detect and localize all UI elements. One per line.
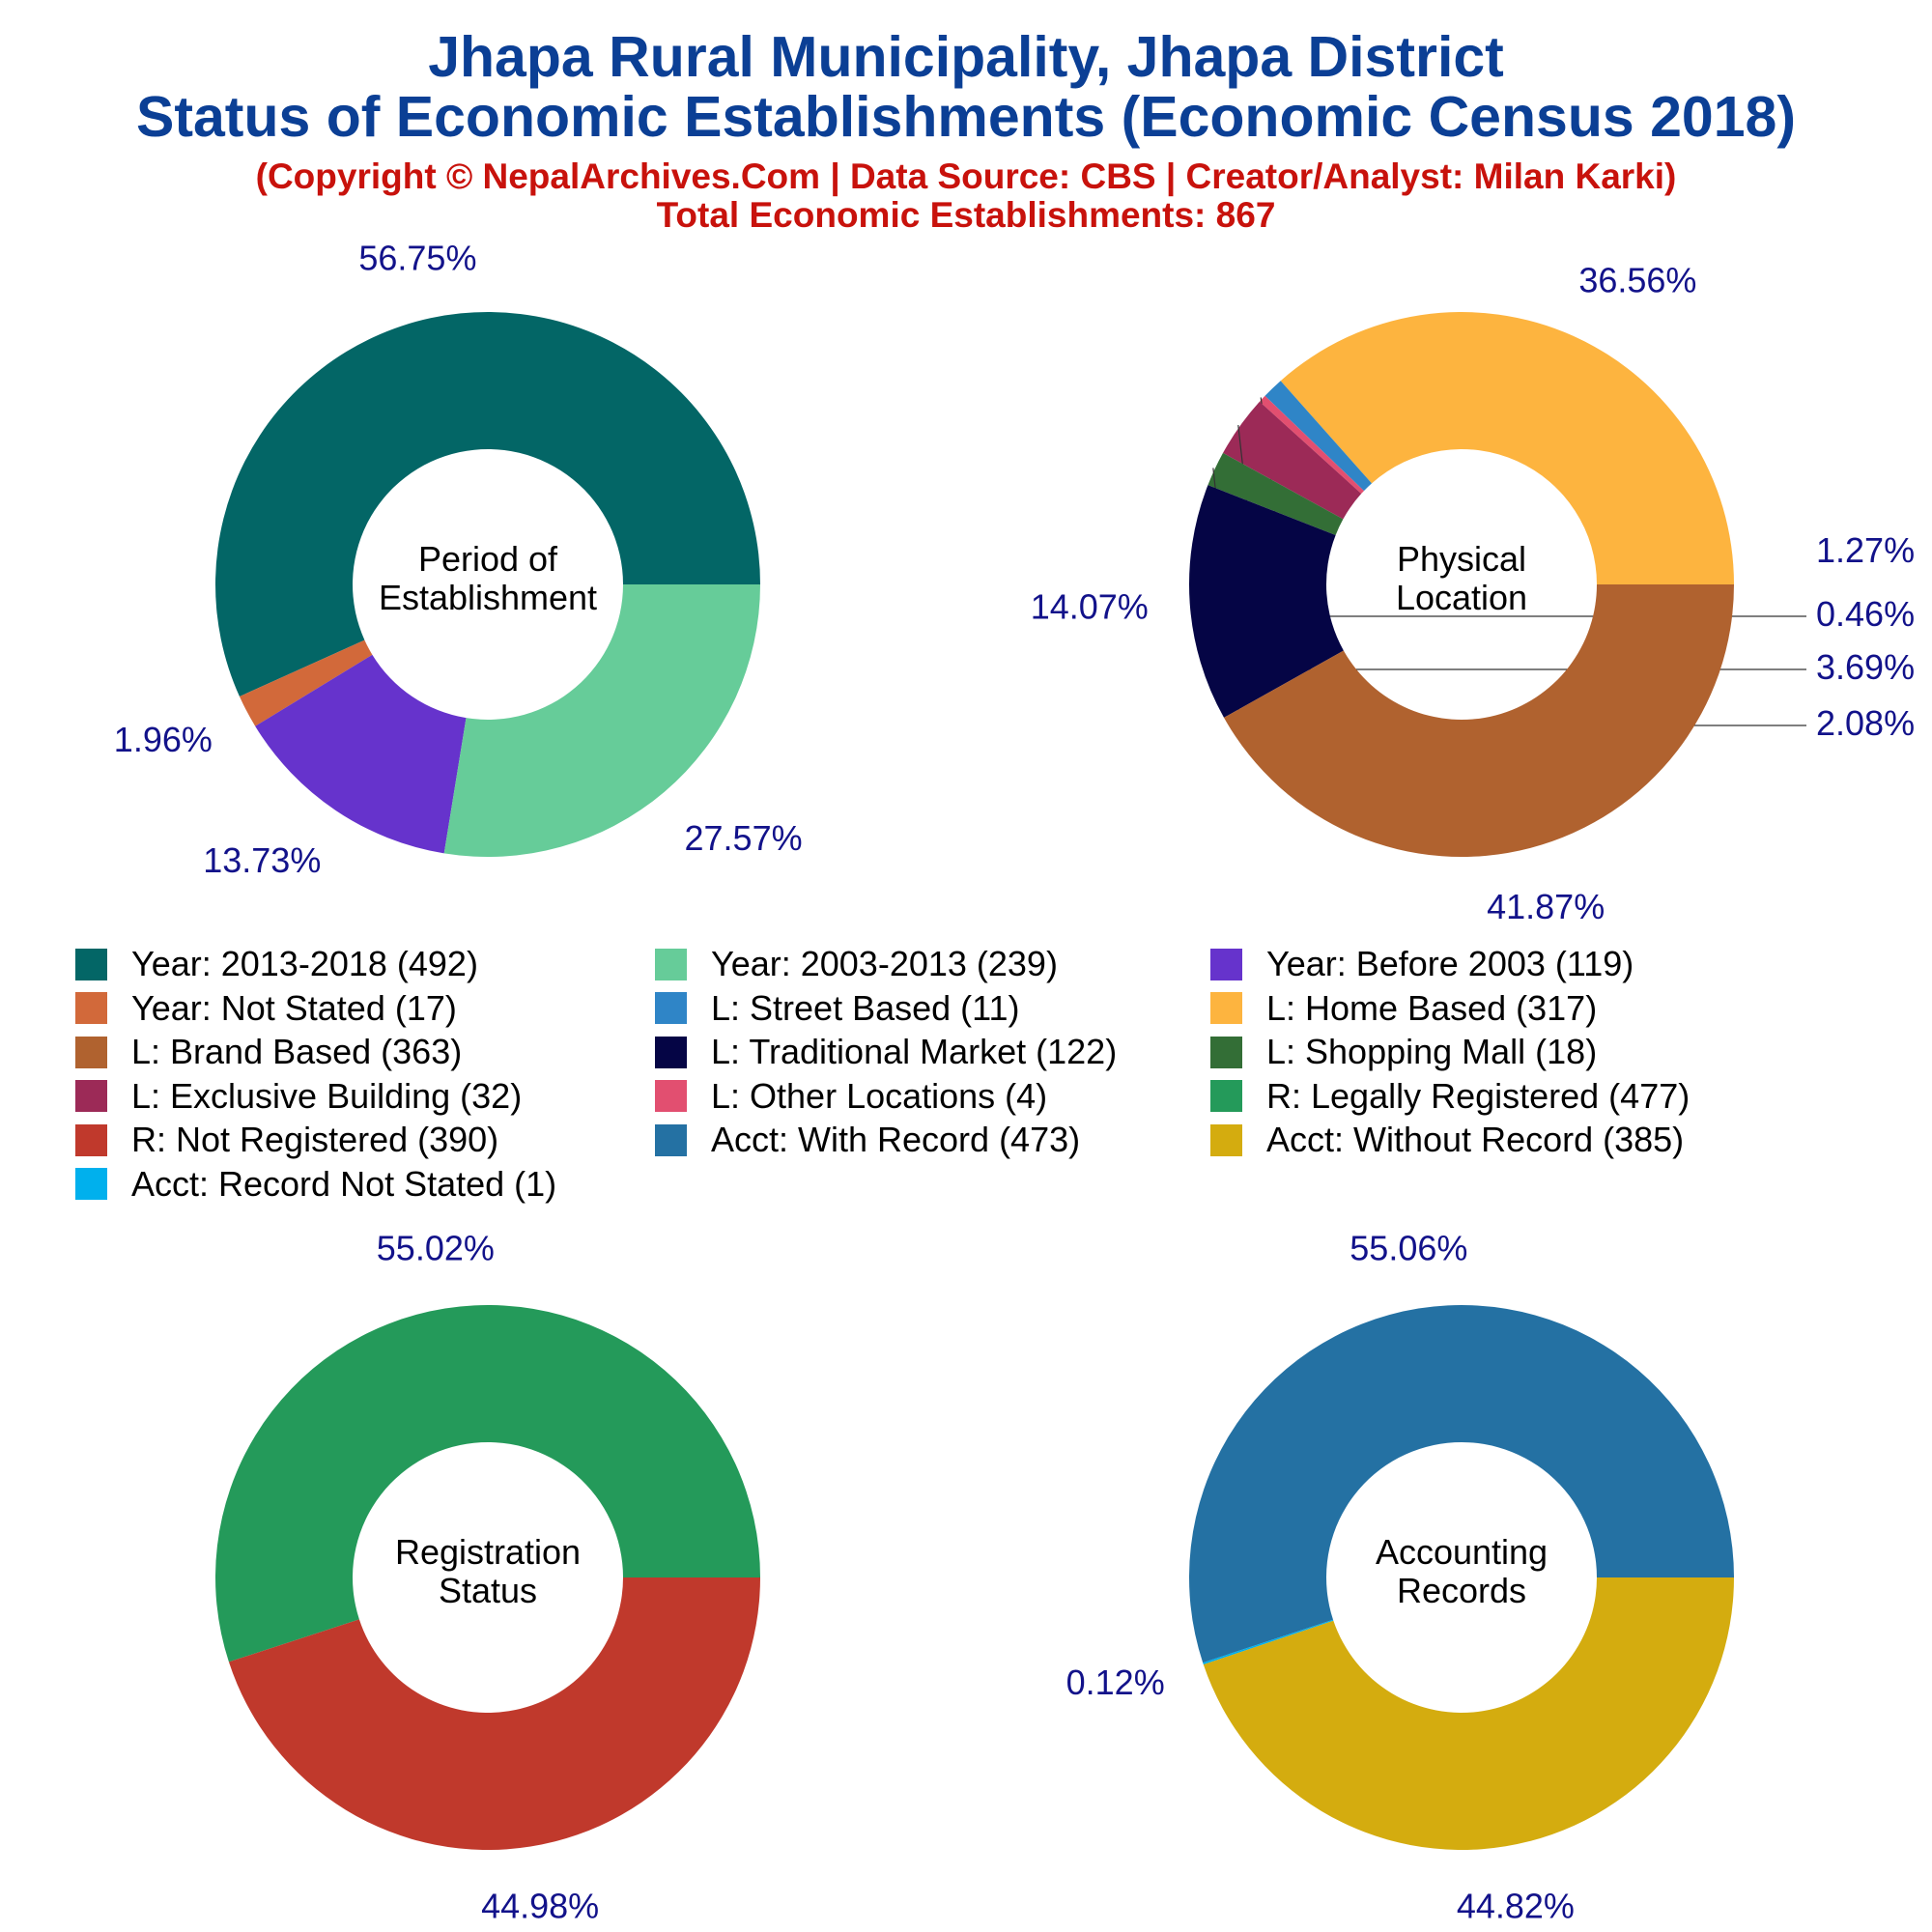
legend-swatch [1210, 992, 1242, 1024]
pie-slice [1223, 401, 1362, 520]
center-label: Physical [1397, 539, 1526, 579]
chart-title-line-2: Status of Economic Establishments (Econo… [135, 85, 1796, 149]
legend-item: L: Other Locations (4) [655, 1074, 1047, 1119]
percent-label: 14.07% [1031, 587, 1149, 627]
legend-swatch [1210, 1080, 1242, 1112]
pie-slice [1203, 1619, 1334, 1665]
percent-label: 27.57% [685, 818, 803, 858]
pie-slice [443, 584, 760, 857]
legend-item: L: Shopping Mall (18) [1210, 1030, 1597, 1074]
legend-label: Acct: With Record (473) [711, 1120, 1081, 1159]
legend-item: R: Not Registered (390) [75, 1118, 498, 1162]
legend-label: Acct: Without Record (385) [1266, 1120, 1685, 1159]
percent-label: 0.12% [1066, 1662, 1165, 1702]
pie-slice [1264, 381, 1373, 492]
legend-label: R: Legally Registered (477) [1266, 1075, 1690, 1116]
pie-slice [1280, 312, 1734, 584]
legend-label: L: Home Based (317) [1266, 987, 1598, 1028]
percent-label: 0.46% [1816, 594, 1915, 634]
legend-swatch [655, 1080, 687, 1112]
pie-chart-1: 56.75% 1.96% 13.73% 27.57% Period ofEstablis… [114, 239, 803, 880]
legend-item: Year: Not Stated (17) [75, 986, 457, 1031]
percent-label: 2.08% [1816, 703, 1915, 743]
legend-swatch [75, 1036, 107, 1068]
legend-label: L: Brand Based (363) [131, 1032, 463, 1071]
chart-total: Total Economic Establishments: 867 [656, 195, 1276, 235]
legend-swatch [1210, 948, 1242, 980]
legend-item: Acct: Without Record (385) [1210, 1118, 1684, 1162]
pie-slice [1259, 395, 1364, 495]
legend-item: Year: Before 2003 (119) [1210, 942, 1634, 986]
percent-label: 55.02% [377, 1228, 495, 1267]
pie-slice [214, 311, 760, 697]
legend-label: Year: 2013-2018 (492) [131, 944, 478, 983]
legend-item: R: Legally Registered (477) [1210, 1074, 1690, 1119]
legend-label: L: Street Based (11) [711, 987, 1020, 1028]
chart-title-line-1: Jhapa Rural Municipality, Jhapa District [428, 25, 1504, 89]
legend-item: L: Traditional Market (122) [655, 1030, 1117, 1074]
legend-item: Acct: With Record (473) [655, 1118, 1080, 1162]
percent-label: 56.75% [358, 239, 476, 278]
pie-slice [1188, 1305, 1734, 1663]
legend-swatch [1210, 1123, 1242, 1156]
percent-label: 44.98% [481, 1887, 599, 1926]
percent-label: 1.27% [1816, 530, 1915, 570]
legend-label: R: Not Registered (390) [131, 1120, 499, 1159]
legend-swatch [655, 948, 687, 980]
center-label: Establishment [379, 578, 597, 617]
legend-swatch [75, 1080, 107, 1112]
pie-slice [1224, 584, 1734, 857]
legend-item: L: Street Based (11) [655, 986, 1020, 1031]
legend-label: Year: Before 2003 (119) [1266, 944, 1634, 983]
legend-item: Year: 2003-2013 (239) [655, 942, 1058, 986]
legend-swatch [75, 992, 107, 1024]
legend-swatch [655, 1036, 687, 1068]
legend-item: Acct: Record Not Stated (1) [75, 1162, 556, 1207]
pie-slice [1203, 1577, 1734, 1851]
legend-swatch [75, 1123, 107, 1156]
legend-label: Acct: Record Not Stated (1) [131, 1163, 557, 1204]
percent-label: 41.87% [1487, 887, 1605, 926]
legend-item: L: Exclusive Building (32) [75, 1074, 522, 1119]
legend-label: Year: Not Stated (17) [131, 987, 457, 1028]
legend-label: Year: 2003-2013 (239) [711, 944, 1058, 983]
pie-chart-2: 36.56% 1.27% 0.46% 3.69% 2.08% 14.07% 41.87% Ph… [1031, 260, 1915, 926]
chart-credit: (Copyright © NepalArchives.Com | Data So… [255, 156, 1677, 196]
center-label: Location [1396, 578, 1527, 617]
pie-slice [239, 639, 373, 726]
center-label: Accounting [1376, 1532, 1548, 1572]
legend-label: L: Other Locations (4) [711, 1075, 1048, 1116]
center-label: Records [1397, 1571, 1526, 1610]
pie-slice [1208, 452, 1344, 535]
center-label: Period of [418, 539, 558, 579]
legend-swatch [655, 1123, 687, 1156]
legend-label: L: Shopping Mall (18) [1266, 1032, 1598, 1071]
percent-label: 44.82% [1457, 1886, 1575, 1925]
pie-slice [214, 1304, 760, 1662]
percent-label: 55.06% [1350, 1228, 1467, 1267]
pie-slice [228, 1577, 760, 1850]
legend-swatch [75, 948, 107, 980]
legend-swatch [75, 1168, 107, 1200]
percent-label: 3.69% [1816, 647, 1915, 687]
legend-item: L: Home Based (317) [1210, 986, 1597, 1031]
percent-label: 36.56% [1578, 260, 1696, 299]
percent-label: 1.96% [114, 720, 213, 759]
legend-label: L: Traditional Market (122) [711, 1032, 1118, 1071]
legend-item: L: Brand Based (363) [75, 1030, 462, 1074]
legend-item: Year: 2013-2018 (492) [75, 942, 478, 986]
center-label: Registration [395, 1532, 581, 1572]
legend-label: L: Exclusive Building (32) [131, 1075, 523, 1116]
pie-slice [255, 654, 467, 854]
center-label: Status [439, 1571, 537, 1610]
percent-label: 13.73% [203, 840, 321, 880]
legend-swatch [1210, 1036, 1242, 1068]
pie-slice [1189, 485, 1344, 718]
legend-swatch [655, 992, 687, 1024]
